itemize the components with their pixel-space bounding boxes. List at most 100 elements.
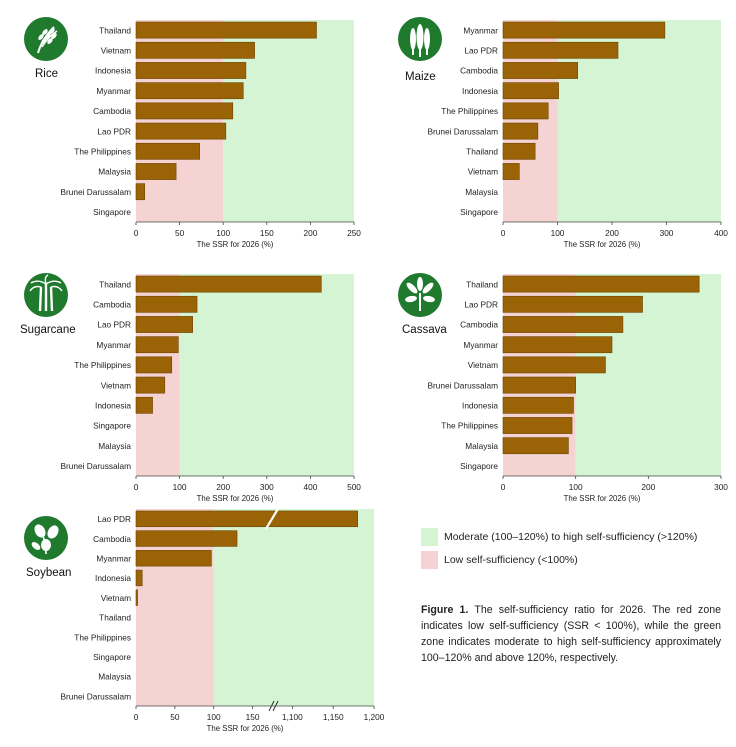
sugarcane-bar (135, 336, 179, 354)
maize-chart-svg: Myanmar Lao PDR Cambodia Indonesia The Phili… (427, 20, 728, 249)
sugarcane-bar (135, 295, 198, 313)
sugarcane-high-zone (179, 274, 354, 476)
soybean-x-tick-label: 1,200 (364, 712, 385, 722)
maize-bar (502, 102, 549, 120)
legend-label-low: Low self-sufficiency (<100%) (444, 554, 578, 566)
maize-chart: Myanmar Lao PDR Cambodia Indonesia The Phili… (0, 0, 736, 260)
maize-bar (502, 122, 539, 140)
cassava-category-label: Lao PDR (464, 300, 498, 310)
maize-category-label: The Philippines (441, 106, 498, 116)
soybean-x-tick-label: 150 (246, 712, 260, 722)
soybean-category-label: Indonesia (95, 573, 131, 583)
soybean-x-tick-label: 0 (134, 712, 139, 722)
maize-icon (398, 17, 442, 61)
legend-label-high: Moderate (100–120%) to high self-suffici… (444, 531, 698, 543)
cassava-bar (502, 295, 643, 313)
sugarcane-bar (135, 396, 153, 414)
soybean-category-label: Singapore (93, 652, 131, 662)
rice-x-tick-label: 100 (216, 228, 230, 238)
cassava-bar (502, 437, 569, 455)
cassava-category-label: Malaysia (465, 441, 498, 451)
cassava-bar (502, 336, 613, 354)
rice-x-axis-title: The SSR for 2026 (%) (197, 240, 274, 249)
soybean-category-label: Myanmar (96, 553, 131, 563)
maize-category-label: Lao PDR (464, 46, 498, 56)
soybean-chart: Lao PDR Cambodia Myanmar Indonesia Vietnam Th… (60, 508, 385, 733)
cassava-x-tick-label: 300 (714, 482, 728, 492)
cassava-label: Cassava (402, 324, 447, 336)
sugarcane-x-tick-label: 100 (173, 482, 187, 492)
sugarcane-label: Sugarcane (20, 324, 76, 336)
cassava-bar (502, 316, 624, 333)
rice-x-tick-label: 50 (175, 228, 185, 238)
soybean-category-label: The Philippines (74, 632, 131, 642)
rice-category-label: The Philippines (74, 147, 131, 157)
sugarcane-bar (135, 356, 173, 374)
soybean-category-label: Thailand (99, 613, 131, 623)
soybean-category-label: Brunei Darussalam (60, 691, 131, 701)
maize-bar (502, 82, 559, 100)
maize-category-label: Cambodia (460, 66, 498, 76)
rice-x-tick-label: 0 (134, 228, 139, 238)
maize-category-label: Singapore (460, 207, 498, 217)
rice-chart-svg: Thailand Vietnam Indonesia Myanmar Cambodia L… (60, 20, 361, 249)
cassava-x-tick-label: 0 (501, 482, 506, 492)
soybean-high-zone (213, 509, 374, 706)
soybean-x-tick-label: 100 (207, 712, 221, 722)
maize-bar (502, 142, 536, 160)
legend-swatch-low (421, 551, 438, 569)
rice-category-label: Lao PDR (97, 126, 131, 136)
soybean-x-tick-label: 50 (170, 712, 180, 722)
maize-x-axis-title: The SSR for 2026 (%) (564, 240, 641, 249)
rice-category-label: Malaysia (98, 167, 131, 177)
maize-x-tick-label: 300 (660, 228, 674, 238)
sugarcane-category-label: Brunei Darussalam (60, 461, 131, 471)
cassava-chart: Thailand Lao PDR Cambodia Myanmar Vietnam Bru… (427, 274, 728, 503)
rice-category-label: Myanmar (96, 86, 131, 96)
rice-category-label: Brunei Darussalam (60, 187, 131, 197)
rice-category-label: Singapore (93, 207, 131, 217)
maize-label: Maize (405, 71, 436, 83)
sugarcane-category-label: Thailand (99, 279, 131, 289)
cassava-category-label: The Philippines (441, 421, 498, 431)
soybean-bar (135, 589, 138, 606)
soybean-bar (135, 569, 143, 587)
sugarcane-x-tick-label: 400 (303, 482, 317, 492)
sugarcane-bar (135, 316, 193, 333)
cassava-x-axis-title: The SSR for 2026 (%) (564, 494, 641, 503)
maize-category-label: Malaysia (465, 187, 498, 197)
rice-bar (135, 102, 234, 120)
rice-category-label: Vietnam (101, 46, 131, 56)
rice-x-tick-label: 150 (260, 228, 274, 238)
sugarcane-x-tick-label: 0 (134, 482, 139, 492)
cassava-category-label: Vietnam (468, 360, 498, 370)
sugarcane-x-tick-label: 300 (260, 482, 274, 492)
maize-category-label: Thailand (466, 147, 498, 157)
sugarcane-category-label: Myanmar (96, 340, 131, 350)
cassava-category-label: Thailand (466, 279, 498, 289)
maize-x-tick-label: 400 (714, 228, 728, 238)
sugarcane-x-tick-label: 200 (216, 482, 230, 492)
rice-label: Rice (35, 68, 59, 80)
cassava-bar (502, 356, 606, 374)
soybean-category-label: Cambodia (93, 534, 131, 544)
rice-bar (135, 82, 244, 100)
cassava-category-label: Brunei Darussalam (427, 380, 498, 390)
soybean-axis-break-bar (265, 508, 279, 530)
rice-icon (24, 17, 68, 61)
cassava-bar (502, 396, 574, 414)
cassava-category-label: Indonesia (462, 401, 498, 411)
rice-x-tick-label: 250 (347, 228, 361, 238)
soybean-bar (135, 510, 358, 528)
rice-bar (135, 163, 177, 180)
sugarcane-bar (135, 275, 322, 293)
maize-bar (502, 62, 578, 79)
soybean-x-tick-label: 1,100 (282, 712, 303, 722)
sugarcane-chart-svg: Thailand Cambodia Lao PDR Myanmar The Philip… (60, 274, 361, 503)
cassava-bar (502, 275, 700, 293)
maize-x-tick-label: 200 (605, 228, 619, 238)
soybean-bar (135, 550, 212, 567)
legend: Moderate (100–120%) to high self-suffici… (421, 527, 697, 573)
sugarcane-chart: Thailand Cambodia Lao PDR Myanmar The Philip… (0, 0, 380, 520)
maize-category-label: Vietnam (468, 167, 498, 177)
